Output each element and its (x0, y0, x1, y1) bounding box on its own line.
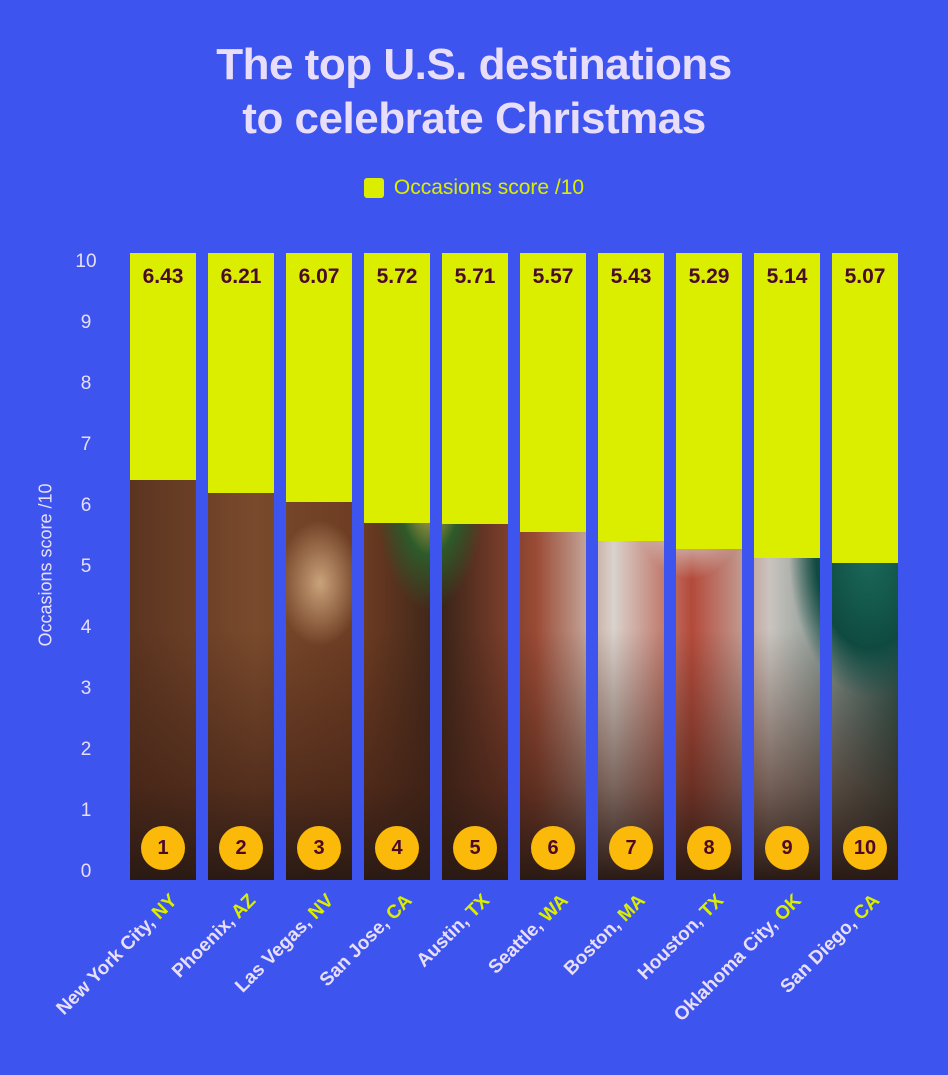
rank-badge: 7 (609, 826, 653, 870)
bar-remainder-fill (520, 253, 586, 533)
bar: 6.07 3 (286, 253, 352, 880)
bar-remainder-fill (208, 253, 274, 494)
y-tick-label: 9 (80, 312, 92, 333)
rank-badge: 8 (687, 826, 731, 870)
x-tick-city: San Diego, (776, 909, 865, 998)
bar-value-label: 5.07 (844, 265, 886, 288)
bar-remainder-fill (754, 253, 820, 559)
y-tick-label: 7 (80, 434, 92, 455)
y-tick-label: 5 (80, 556, 92, 577)
bar: 5.43 7 (598, 253, 664, 880)
legend-label: Occasions score /10 (393, 176, 585, 199)
bar-value-label: 5.29 (688, 265, 730, 288)
rank-badge: 9 (765, 826, 809, 870)
rank-badge: 2 (219, 826, 263, 870)
bar-value-label: 5.71 (454, 265, 496, 288)
x-tick-label: Oklahoma City, OK (670, 890, 806, 1026)
rank-badge: 5 (453, 826, 497, 870)
bar-value-label: 6.43 (142, 265, 184, 288)
bar-remainder-fill (676, 253, 742, 550)
rank-badge: 10 (843, 826, 887, 870)
bar-value-label: 5.14 (766, 265, 808, 288)
chart-title-line-1: The top U.S. destinations (216, 40, 732, 89)
chart-title-line-2: to celebrate Christmas (242, 94, 706, 143)
y-tick-label: 4 (80, 617, 92, 638)
y-tick-label: 3 (80, 678, 92, 699)
bar: 5.14 9 (754, 253, 820, 880)
y-axis-label: Occasions score /10 (35, 483, 56, 647)
bar-value-label: 5.43 (610, 265, 652, 288)
bar: 6.43 1 (130, 253, 196, 880)
bar-remainder-fill (442, 253, 508, 524)
rank-badge: 1 (141, 826, 185, 870)
x-tick-label: New York City, NY (53, 890, 183, 1020)
bar: 5.57 6 (520, 253, 586, 880)
y-tick-label: 10 (75, 251, 97, 272)
bar-remainder-fill (286, 253, 352, 502)
bar-remainder-fill (832, 253, 898, 563)
bar: 5.71 5 (442, 253, 508, 880)
x-tick-city: Austin, (412, 907, 477, 972)
y-tick-label: 0 (80, 861, 92, 882)
rank-badge: 3 (297, 826, 341, 870)
y-tick-label: 6 (80, 495, 92, 516)
x-tick-city: New York City, (52, 908, 163, 1020)
bar-value-label: 5.57 (532, 265, 574, 288)
bar: 5.29 8 (676, 253, 742, 880)
x-tick-city: Phoenix, (168, 908, 243, 983)
rank-badge: 6 (531, 826, 575, 870)
bar-remainder-fill (130, 253, 196, 480)
legend-swatch (363, 178, 384, 198)
rank-badge: 4 (375, 826, 419, 870)
y-tick-label: 2 (80, 739, 92, 760)
bar: 5.72 4 (364, 253, 430, 880)
legend: Occasions score /10 (0, 176, 948, 200)
bar: 6.21 2 (208, 253, 274, 880)
y-tick-label: 1 (80, 800, 92, 821)
x-tick-city: Seattle, (484, 911, 551, 979)
x-tick-label: Austin, TX (413, 890, 495, 972)
x-tick-city: Houston, (633, 907, 711, 985)
bar-value-label: 5.72 (376, 265, 418, 288)
y-tick-label: 8 (80, 373, 92, 394)
x-tick-city: Boston, (560, 911, 629, 980)
bar: 5.07 10 (832, 253, 898, 880)
bar-remainder-fill (598, 253, 664, 541)
bar-value-label: 6.07 (298, 265, 340, 288)
bar-remainder-fill (364, 253, 430, 524)
x-tick-city: San Jose, (315, 909, 398, 991)
chart-title: The top U.S. destinations to celebrate C… (0, 38, 948, 146)
bar-value-label: 6.21 (220, 265, 262, 288)
